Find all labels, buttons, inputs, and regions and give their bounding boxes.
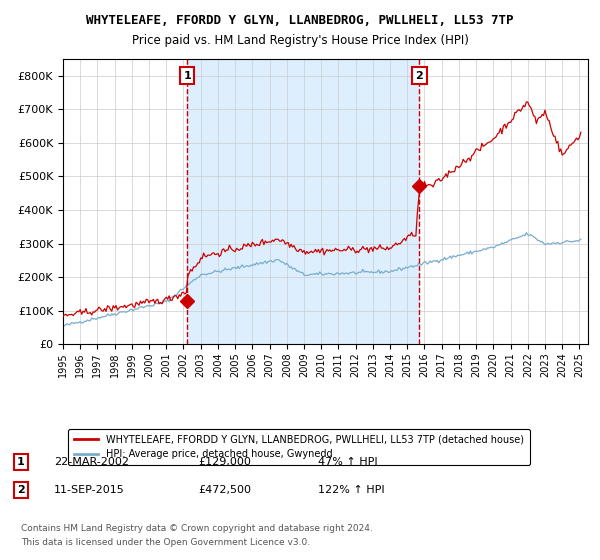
- Text: 22-MAR-2002: 22-MAR-2002: [54, 457, 129, 467]
- Text: Contains HM Land Registry data © Crown copyright and database right 2024.: Contains HM Land Registry data © Crown c…: [21, 524, 373, 533]
- Text: 2: 2: [415, 71, 423, 81]
- Text: 2: 2: [17, 485, 25, 495]
- Text: This data is licensed under the Open Government Licence v3.0.: This data is licensed under the Open Gov…: [21, 538, 310, 547]
- Text: Price paid vs. HM Land Registry's House Price Index (HPI): Price paid vs. HM Land Registry's House …: [131, 34, 469, 46]
- Text: £129,000: £129,000: [198, 457, 251, 467]
- Text: 122% ↑ HPI: 122% ↑ HPI: [318, 485, 385, 495]
- Bar: [187, 59, 419, 344]
- Text: WHYTELEAFE, FFORDD Y GLYN, LLANBEDROG, PWLLHELI, LL53 7TP: WHYTELEAFE, FFORDD Y GLYN, LLANBEDROG, P…: [86, 14, 514, 27]
- Text: £472,500: £472,500: [198, 485, 251, 495]
- Legend: WHYTELEAFE, FFORDD Y GLYN, LLANBEDROG, PWLLHELI, LL53 7TP (detached house), HPI:: WHYTELEAFE, FFORDD Y GLYN, LLANBEDROG, P…: [68, 428, 530, 465]
- Text: 47% ↑ HPI: 47% ↑ HPI: [318, 457, 377, 467]
- Text: 1: 1: [184, 71, 191, 81]
- Text: 11-SEP-2015: 11-SEP-2015: [54, 485, 125, 495]
- Text: 1: 1: [17, 457, 25, 467]
